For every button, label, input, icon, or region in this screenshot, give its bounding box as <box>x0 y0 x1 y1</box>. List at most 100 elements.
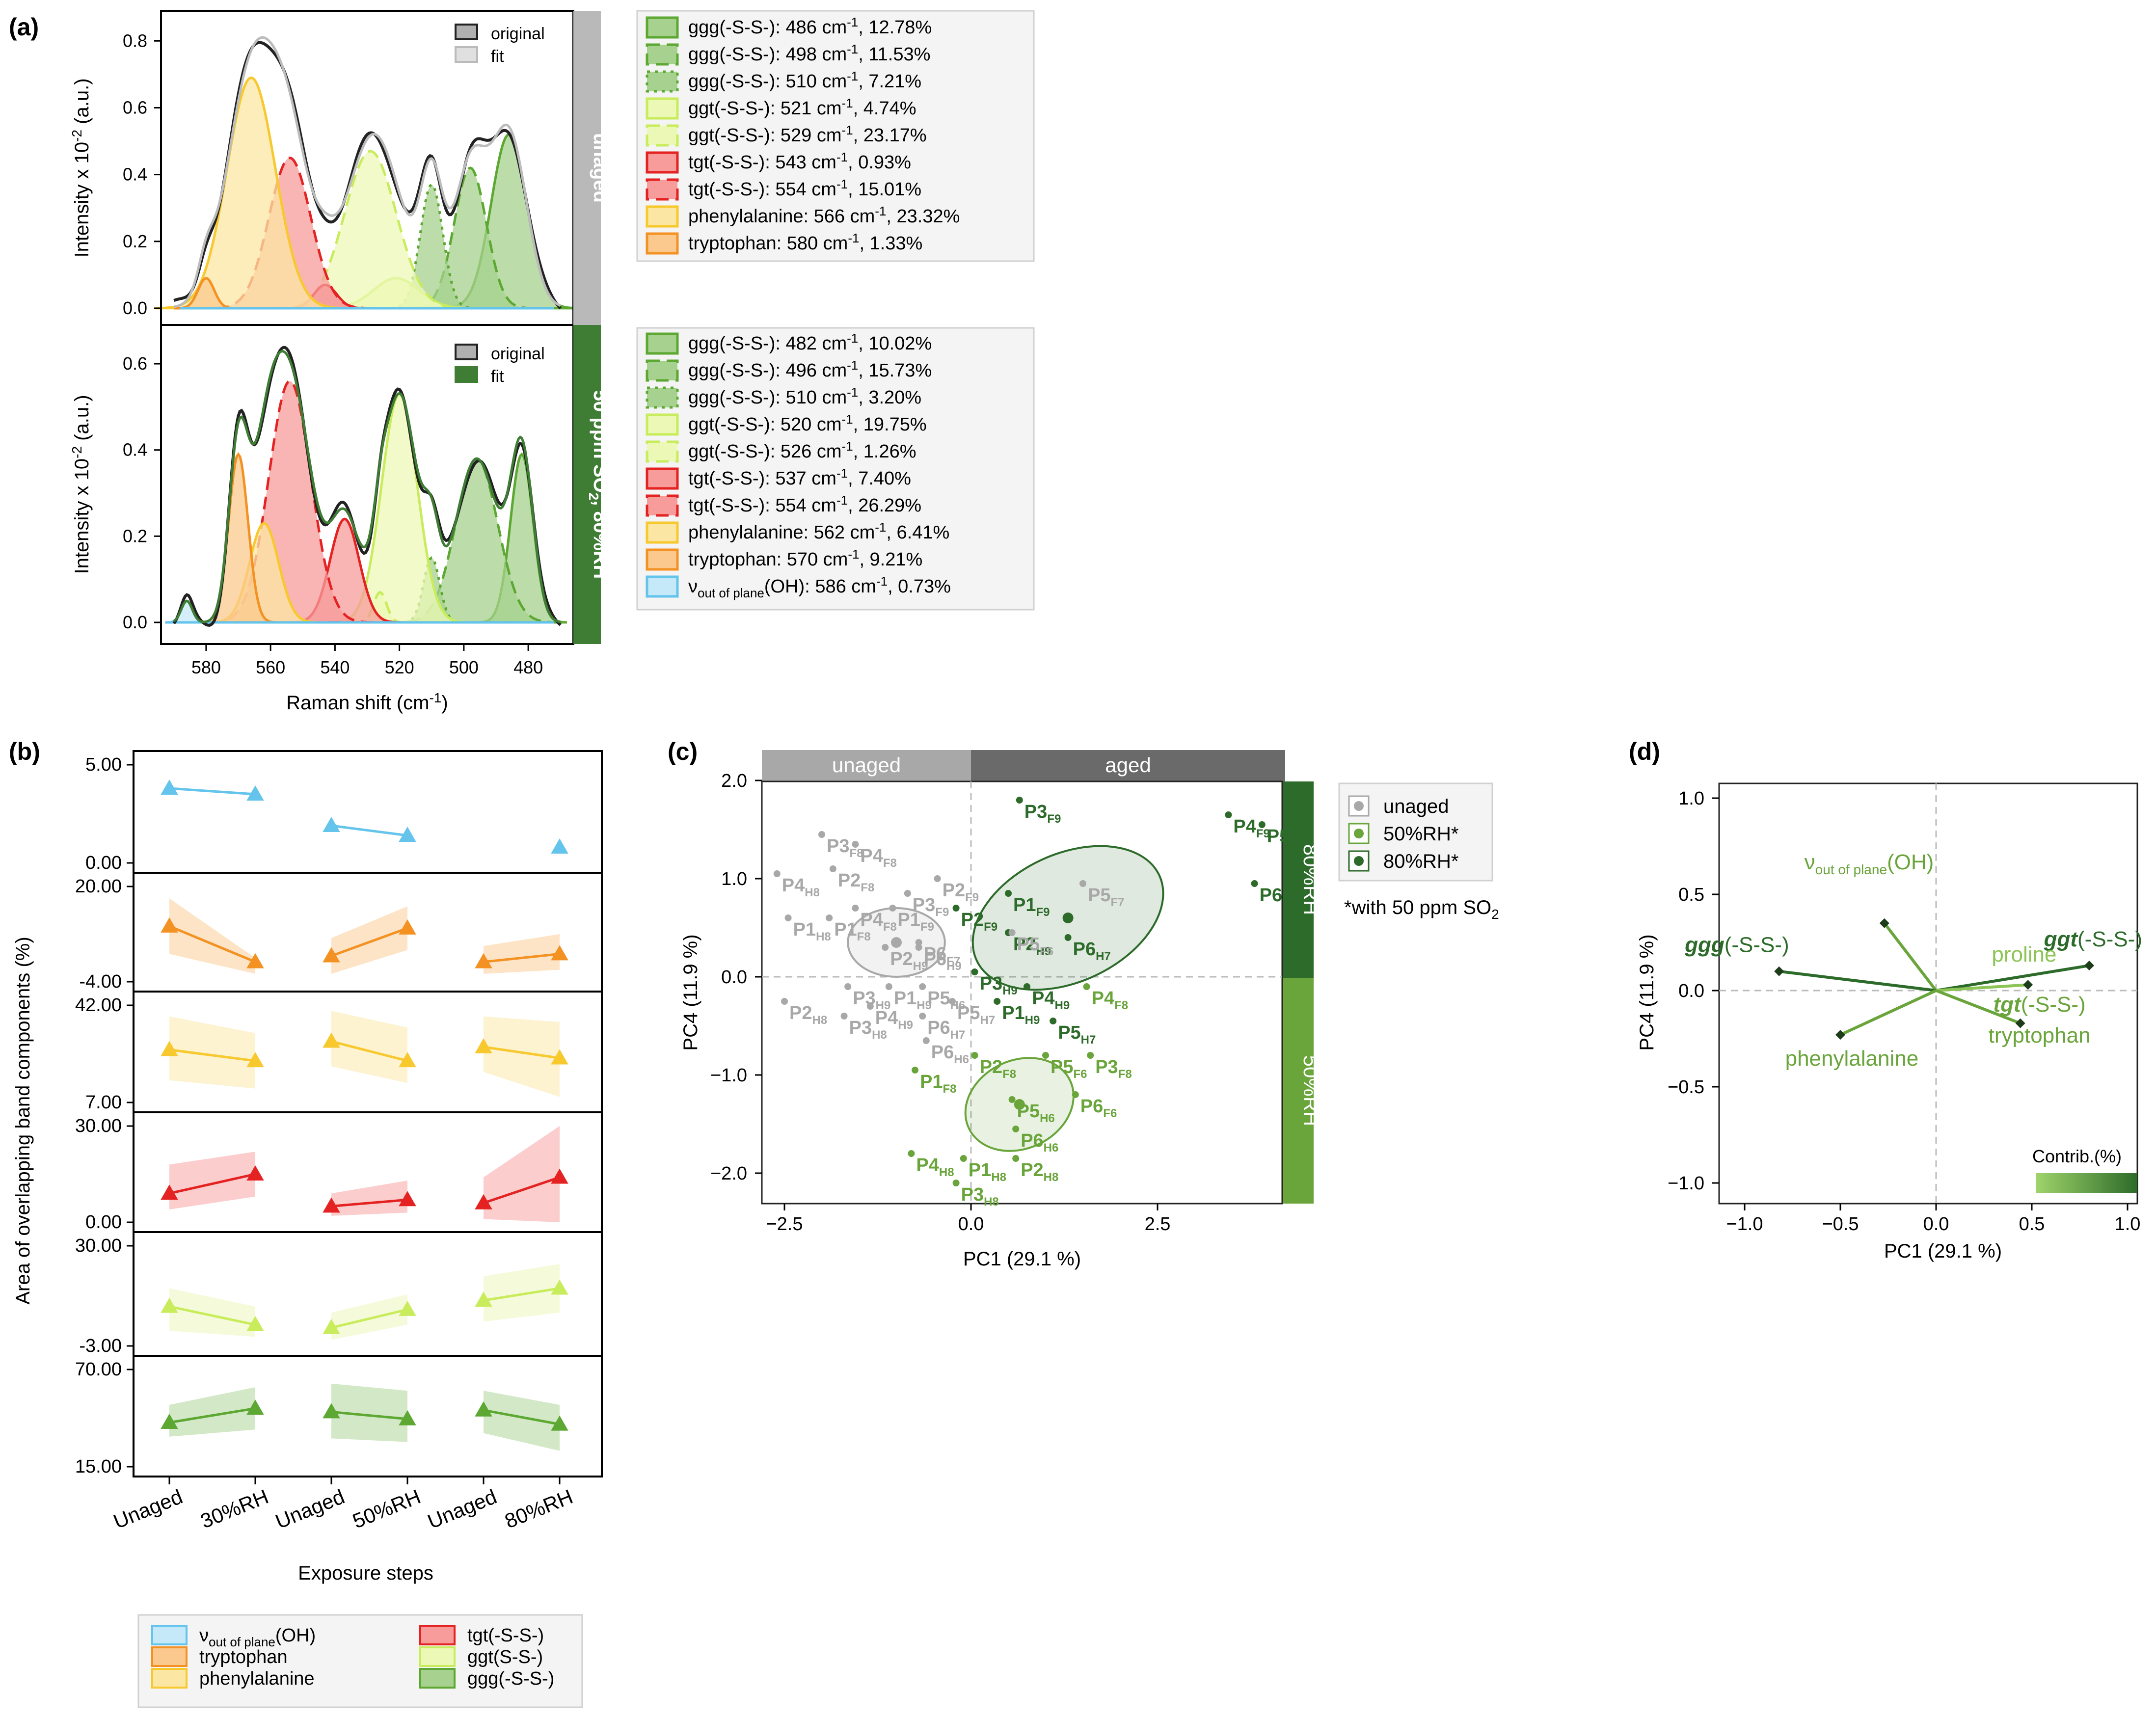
b-marker-ggt <box>246 1316 264 1331</box>
b-legend-swatch-phe <box>151 1668 188 1689</box>
panel-d-frame <box>1718 782 2138 1205</box>
b-ytick-label: 42.00 <box>75 995 122 1016</box>
c-point-rh50 <box>960 1155 967 1162</box>
c-point-unaged <box>882 944 889 951</box>
legend-tail: , 15.73% <box>858 360 932 381</box>
b-range-band <box>331 1181 407 1216</box>
b-ytick-label: 20.00 <box>75 876 122 897</box>
d-loading-vector <box>1936 964 2090 992</box>
c-point-main: P2 <box>890 949 913 969</box>
c-point-main: P6 <box>1021 1130 1043 1151</box>
c-point-main: P4 <box>1032 988 1054 1009</box>
d-xtick-label: −1.0 <box>1726 1214 1763 1235</box>
legend-swatch-tgt <box>646 467 679 490</box>
b-marker-tgt <box>551 1168 568 1184</box>
b-legend-swatch-ggt <box>419 1646 456 1667</box>
c-point-rh80 <box>1016 797 1023 804</box>
c-point-main: P4 <box>916 1155 939 1176</box>
b-legend-text: phenylalanine <box>199 1668 315 1689</box>
a-ytick-label: 0.6 <box>123 97 147 117</box>
c-xtick-label: −2.5 <box>766 1214 803 1235</box>
b-marker-ggg <box>323 1403 340 1419</box>
c-point-rh50 <box>908 1150 915 1157</box>
panel-c-strip-unaged-label: unaged <box>832 753 901 777</box>
legend-original-top: original <box>491 25 545 43</box>
a-ytick-label: 0.2 <box>123 526 147 546</box>
c-point-sub: F8 <box>1114 999 1128 1012</box>
legend-label-ggt: ggt(-S-S-): 526 cm-1, 1.26% <box>688 439 916 462</box>
b-row-frame <box>133 750 603 874</box>
c-point-label: P3H8 <box>961 1184 999 1209</box>
legend-sup: -1 <box>847 358 858 373</box>
c-point-label: P3F9 <box>913 895 949 919</box>
c-point-label: P3H9 <box>853 988 890 1012</box>
c-point-main: P4 <box>1233 816 1256 837</box>
c-point-main: P1 <box>894 988 916 1009</box>
c-point-unaged <box>784 914 792 921</box>
b-legend-swatch-tgt <box>419 1625 456 1645</box>
legend-sup: -1 <box>847 69 858 83</box>
b-marker-trp <box>161 917 178 933</box>
legend-tail: , 15.01% <box>848 179 921 200</box>
c-point-label: P4F8 <box>1092 988 1129 1012</box>
panel-a-strip-unaged-label: unaged <box>590 133 611 203</box>
panel-c-label: (c) <box>668 738 698 765</box>
c-point-unaged <box>852 841 859 848</box>
c-point-label: P6F7 <box>1260 885 1296 909</box>
b-line-segment <box>483 952 560 964</box>
legend-tail: , 3.20% <box>858 387 921 408</box>
c-point-label: P2F8 <box>980 1057 1017 1081</box>
c-point-sub: F8 <box>883 920 897 934</box>
c-point-rh80 <box>952 905 960 912</box>
c-point-rh50 <box>1042 1052 1049 1059</box>
d-loading-vector <box>1936 983 2028 992</box>
b-legend-text: ggg(-S-S-) <box>467 1668 554 1689</box>
c-point-sub: H8 <box>984 1195 999 1209</box>
legend-text: tgt(-S-S-): 537 cm <box>688 468 836 489</box>
b-marker-tgt <box>161 1184 178 1200</box>
c-point-rh50 <box>1072 1091 1079 1098</box>
b-marker-oh <box>161 779 178 795</box>
legend-fit-bottom: fit <box>491 367 504 386</box>
c-point-sub: F9 <box>965 891 979 904</box>
b-legend-text: ν <box>199 1625 209 1646</box>
c-legend-label: unaged <box>1383 796 1449 817</box>
c-point-label: P6H7 <box>1073 939 1111 963</box>
panel-d-label: (d) <box>1629 738 1660 765</box>
b-row-frame <box>133 1355 603 1477</box>
legend-label-trp: tryptophan: 570 cm-1, 9.21% <box>688 547 922 570</box>
c-point-sub: H9 <box>913 960 928 973</box>
d-vector-main: ν <box>1805 850 1815 874</box>
c-point-sub: F6 <box>1103 1107 1117 1120</box>
legend-text: ggt(-S-S-): 526 cm <box>688 441 842 462</box>
b-legend-swatch-ggg <box>419 1668 456 1689</box>
legend-swatch-ggt <box>646 97 679 120</box>
panel-b-xlabel: Exposure steps <box>298 1562 433 1584</box>
c-point-unaged <box>818 831 825 838</box>
c-point-sub: F8 <box>943 1082 956 1096</box>
c-point-label: P2H9 <box>890 949 928 973</box>
legend-swatch-ggt <box>646 124 679 147</box>
d-loading-vector <box>1883 922 1938 992</box>
legend-sup: -1 <box>847 331 858 346</box>
c-point-sub: F8 <box>861 881 874 894</box>
legend-tail: , 19.75% <box>853 414 927 435</box>
ylabel-top-main: Intensity x 10 <box>71 142 93 258</box>
c-point-main: P6 <box>924 949 946 969</box>
c-point-main: P1 <box>793 919 816 940</box>
c-point-unaged <box>885 983 892 990</box>
c-point-rh50 <box>1012 1126 1020 1132</box>
c-point-label: P6F6 <box>1080 1096 1117 1120</box>
d-vector-tip <box>1835 1030 1845 1040</box>
legend-tail: , 23.17% <box>853 125 927 146</box>
c-point-sub: H7 <box>980 1014 995 1027</box>
panel-a-strip-aged-label: 50 ppm SO2, 80%RH <box>586 390 611 579</box>
c-point-sub: H8 <box>1044 1171 1059 1184</box>
c-point-main: P4 <box>860 910 883 930</box>
b-legend-label-ggt: ggt(S-S-) <box>467 1647 543 1667</box>
c-point-label: P6F7 <box>924 944 961 968</box>
legend-label-phe: phenylalanine: 566 cm-1, 23.32% <box>688 204 960 227</box>
a-ytick-label: 0.2 <box>123 231 147 251</box>
b-marker-ggg <box>475 1401 492 1417</box>
